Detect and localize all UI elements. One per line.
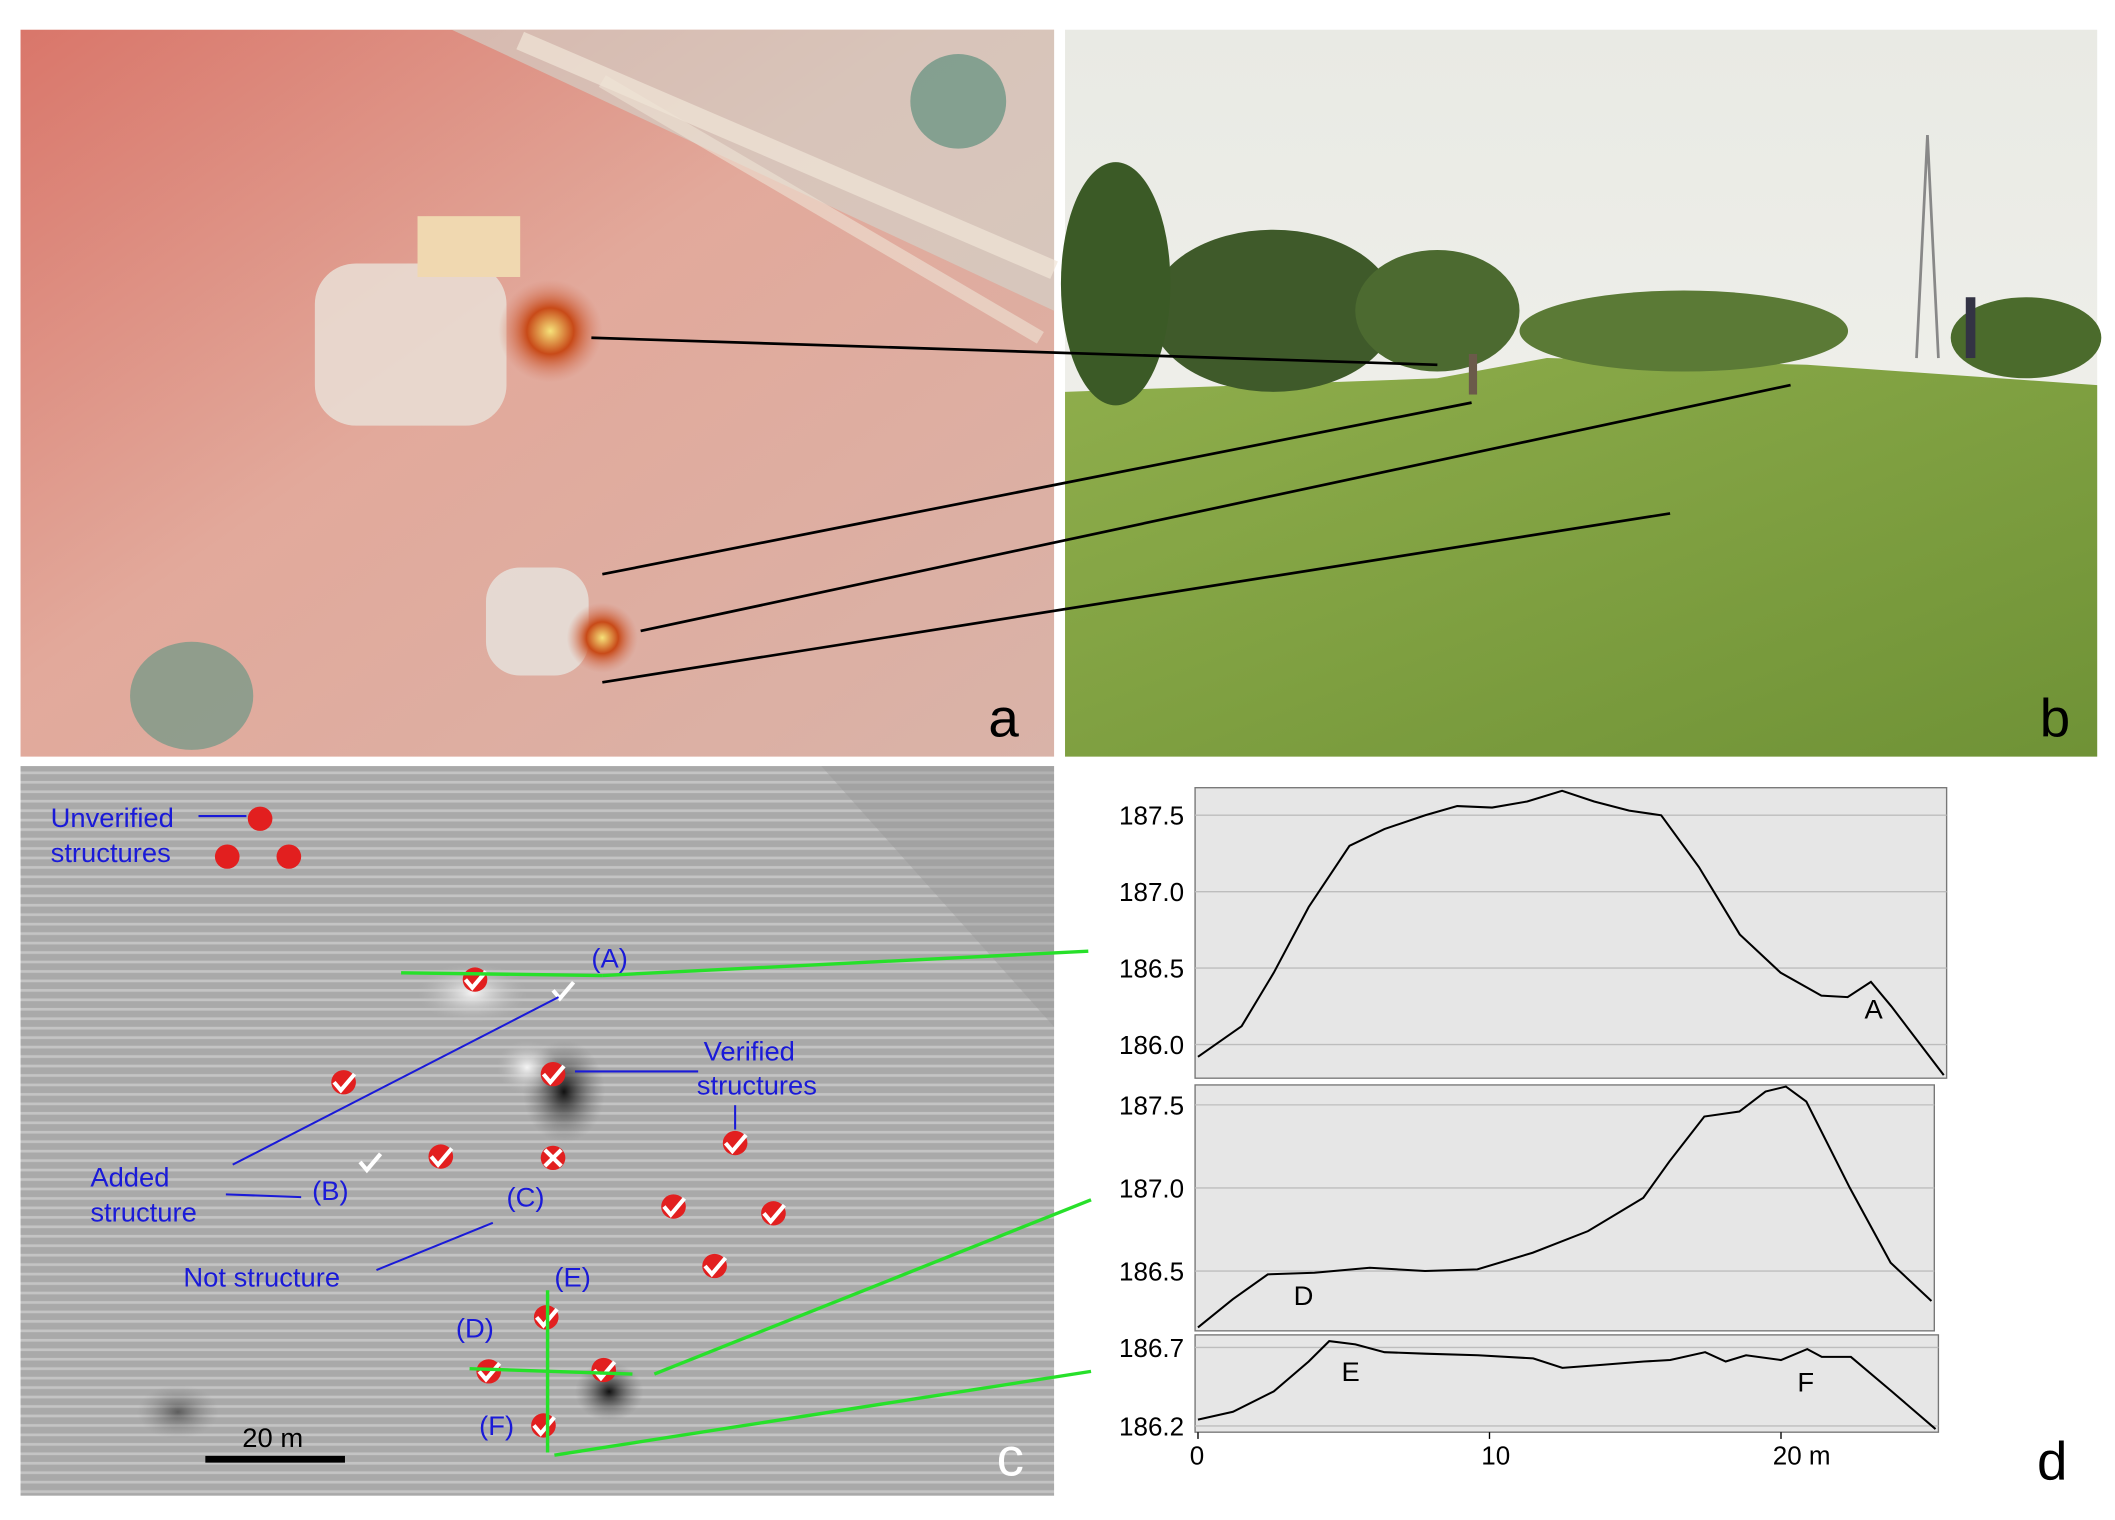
profile-line <box>1197 1085 1933 1329</box>
annotation: (C) <box>507 1182 545 1213</box>
y-tick-label: 186.7 <box>1119 1335 1184 1363</box>
x-tick-label: 0 <box>1190 1443 1204 1471</box>
annotation: (D) <box>456 1313 494 1344</box>
profile-line <box>1197 789 1945 1076</box>
profile-label: D <box>1294 1280 1314 1311</box>
profile-line <box>1197 1340 1937 1430</box>
annotation: (E) <box>554 1261 590 1292</box>
panel-label: a <box>988 688 1019 749</box>
callout-lines <box>198 815 737 1271</box>
y-tick-label: 186.5 <box>1119 956 1184 984</box>
panel-b: b <box>1060 29 2102 757</box>
annotation: Added <box>90 1161 169 1192</box>
panel-c: Unverified structures Verified structure… <box>20 766 1092 1496</box>
x-tick-label: 20 m <box>1773 1443 1831 1471</box>
y-tick-label: 187.5 <box>1119 803 1184 831</box>
annotation: (F) <box>479 1410 514 1441</box>
profile-label: F <box>1797 1367 1814 1398</box>
panel-label: d <box>2037 1431 2067 1492</box>
annotation: structures <box>697 1070 817 1101</box>
annotation: Not structure <box>183 1261 340 1292</box>
profile-lines <box>401 949 1092 1457</box>
check-marks <box>332 970 786 1437</box>
y-tick-label: 186.0 <box>1119 1032 1184 1060</box>
scale-label: 20 m <box>242 1422 303 1453</box>
plot-area <box>1194 1334 1940 1433</box>
annotation: (A) <box>591 943 627 974</box>
profile-label: A <box>1864 994 1883 1025</box>
y-tick-label: 187.0 <box>1119 879 1184 907</box>
y-tick-label: 186.2 <box>1119 1414 1184 1442</box>
link-lines <box>591 336 1791 684</box>
annotation: structures <box>51 837 171 868</box>
y-tick-label: 187.0 <box>1119 1176 1184 1204</box>
annotation: Unverified <box>51 802 174 833</box>
panel-a: a <box>20 29 1058 757</box>
y-tick-label: 187.5 <box>1119 1092 1184 1120</box>
plot-area <box>1194 787 1948 1079</box>
panel-label: c <box>997 1427 1024 1488</box>
panel-label: b <box>2040 688 2070 749</box>
profile-charts: 186.0 186.5 187.0 187.5 186.5 187.0 187.5 186.2… <box>1119 787 1948 1471</box>
y-tick-label: 186.5 <box>1119 1259 1184 1287</box>
profile-label: E <box>1342 1356 1360 1387</box>
annotation: (B) <box>312 1175 348 1206</box>
annotation: Verified <box>704 1036 795 1067</box>
annotation: structure <box>90 1197 196 1228</box>
plot-area <box>1194 1084 1935 1332</box>
x-tick-label: 10 <box>1481 1443 1510 1471</box>
